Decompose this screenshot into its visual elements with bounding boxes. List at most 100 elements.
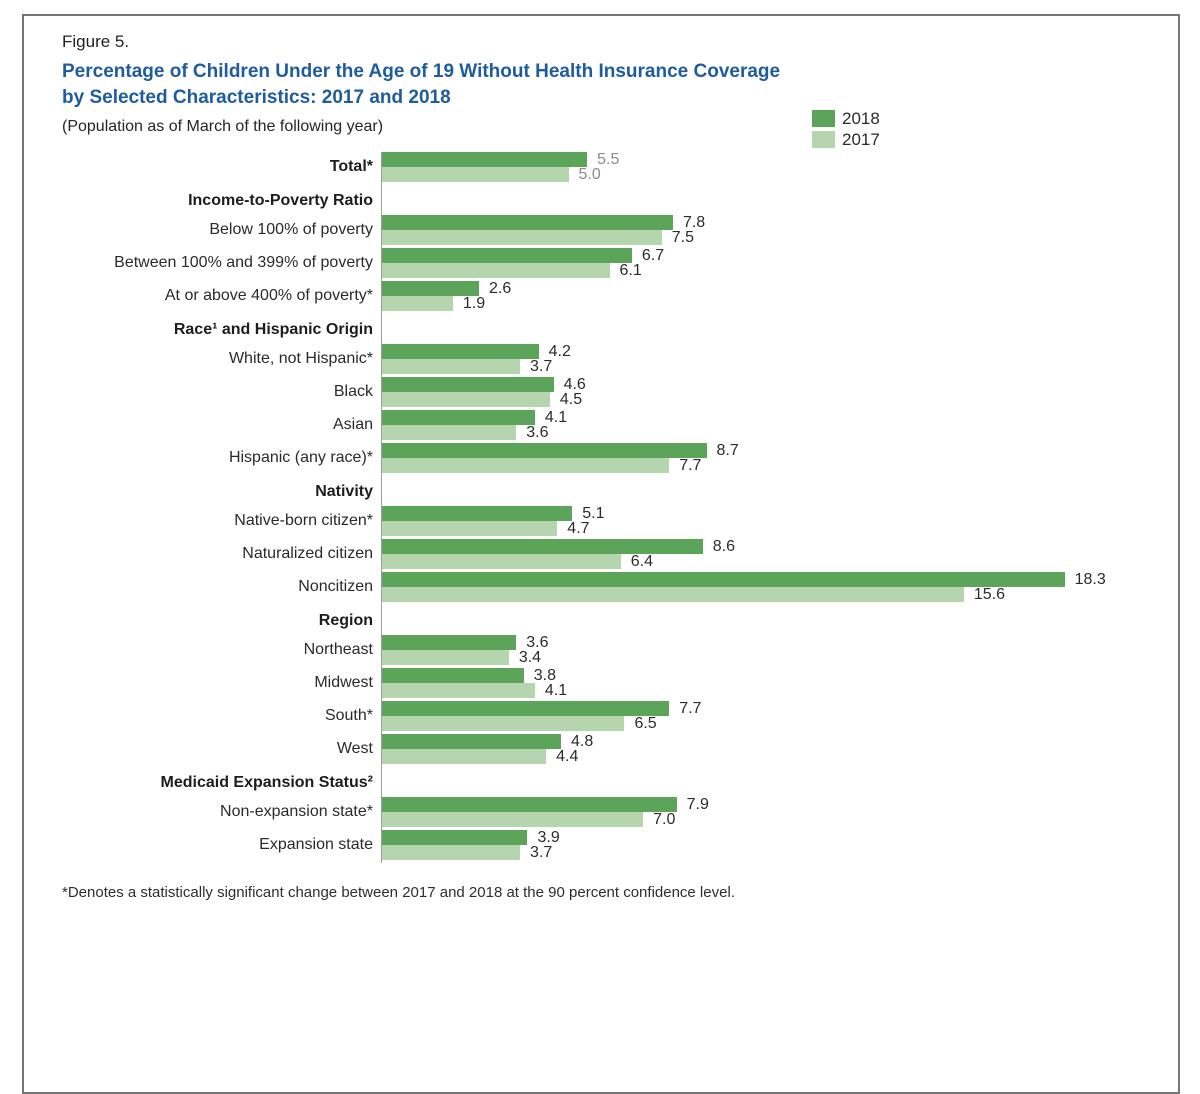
row-plot: 2.6 1.9 xyxy=(381,280,1178,312)
bar-value-2017: 3.4 xyxy=(518,649,542,666)
bar-line-2017: 4.4 xyxy=(382,749,1178,765)
bar-value-2017: 15.6 xyxy=(973,586,1006,603)
footnote: *Denotes a statistically significant cha… xyxy=(62,884,735,901)
bar-line-2018: 4.2 xyxy=(382,344,1178,360)
legend-swatch-2018 xyxy=(812,110,835,127)
row-label: South* xyxy=(324,707,373,724)
row-plot xyxy=(381,605,1178,635)
bar-line-2017: 6.1 xyxy=(382,262,1178,279)
bar-line-2017: 7.5 xyxy=(382,229,1178,246)
bar-2017 xyxy=(382,167,569,182)
row-label: Nativity xyxy=(315,483,373,500)
bar-line-2018: 5.5 xyxy=(382,151,1178,168)
row-label: Native-born citizen* xyxy=(234,512,373,529)
bar-line-2018: 8.6 xyxy=(382,539,1178,555)
bar-value-2018: 5.5 xyxy=(597,151,620,168)
bar-2017 xyxy=(382,554,621,569)
bar-line-2018: 18.3 xyxy=(382,571,1178,588)
row-plot: 8.6 6.4 xyxy=(381,539,1178,570)
bar-value-2018: 7.7 xyxy=(679,700,702,717)
bar-line-2018: 3.9 xyxy=(382,829,1178,846)
row-plot: 18.3 15.6 xyxy=(381,571,1178,603)
row-plot: 7.9 7.0 xyxy=(381,797,1178,828)
bar-line-2018: 3.8 xyxy=(382,667,1178,684)
legend-label-2017: 2017 xyxy=(842,129,880,149)
bar-2018 xyxy=(382,734,562,749)
bar-value-2017: 7.0 xyxy=(653,811,676,828)
row-plot: 7.8 7.5 xyxy=(381,214,1178,246)
bar-2018 xyxy=(382,797,677,812)
chart-row: Expansion state 3.9 3.7 xyxy=(24,830,1178,863)
bar-value-2017: 4.7 xyxy=(567,520,590,537)
figure-header: Figure 5. Percentage of Children Under t… xyxy=(62,32,780,136)
row-plot: 4.2 3.7 xyxy=(381,344,1178,375)
bar-value-2017: 6.1 xyxy=(619,262,642,279)
section-header-row: Income-to-Poverty Ratio xyxy=(24,185,1178,215)
chart-row: Naturalized citizen 8.6 6.4 xyxy=(24,539,1178,572)
bar-2017 xyxy=(382,749,547,764)
bar-2018 xyxy=(382,701,670,716)
row-plot: 3.8 4.1 xyxy=(381,667,1178,699)
chart-row: Asian 4.1 3.6 xyxy=(24,410,1178,443)
bar-line-2018: 3.6 xyxy=(382,635,1178,651)
row-plot xyxy=(381,767,1178,797)
bar-2018 xyxy=(382,539,703,554)
row-label: Below 100% of poverty xyxy=(209,221,373,238)
legend-item-2017: 2017 xyxy=(812,129,880,150)
bar-value-2018: 4.1 xyxy=(544,409,568,426)
bar-line-2018: 8.7 xyxy=(382,443,1178,459)
row-label: Hispanic (any race)* xyxy=(228,449,373,466)
bar-value-2018: 2.6 xyxy=(488,280,512,297)
chart-row: Northeast 3.6 3.4 xyxy=(24,635,1178,668)
bar-value-2017: 4.5 xyxy=(559,391,583,408)
bar-value-2018: 6.7 xyxy=(641,247,665,264)
bar-2018 xyxy=(382,410,535,425)
bar-2017 xyxy=(382,683,535,698)
chart-row: Native-born citizen* 5.1 4.7 xyxy=(24,506,1178,539)
bar-2018 xyxy=(382,248,632,263)
bar-2018 xyxy=(382,635,517,650)
row-label: Total* xyxy=(329,158,373,175)
row-label: White, not Hispanic* xyxy=(228,350,373,367)
chart-row: Between 100% and 399% of poverty 6.7 6.1 xyxy=(24,248,1178,281)
chart-row: Black 4.6 4.5 xyxy=(24,377,1178,410)
bar-2018 xyxy=(382,572,1065,587)
legend-label-2018: 2018 xyxy=(842,108,880,128)
bar-line-2017: 4.7 xyxy=(382,520,1178,537)
section-header-row: Race¹ and Hispanic Origin xyxy=(24,314,1178,344)
bar-line-2018: 4.8 xyxy=(382,734,1178,750)
bar-line-2018: 7.8 xyxy=(382,214,1178,231)
bar-value-2018: 3.8 xyxy=(533,667,556,684)
chart-row: Total* 5.5 5.0 xyxy=(24,152,1178,185)
bar-value-2017: 6.5 xyxy=(634,715,657,732)
row-label: Non-expansion state* xyxy=(220,803,373,820)
bar-line-2017: 3.7 xyxy=(382,358,1178,375)
bar-line-2017: 4.5 xyxy=(382,391,1178,408)
legend-item-2018: 2018 xyxy=(812,108,880,129)
figure-title-line2: by Selected Characteristics: 2017 and 20… xyxy=(62,87,451,108)
bar-value-2018: 18.3 xyxy=(1074,571,1106,588)
chart-row: White, not Hispanic* 4.2 3.7 xyxy=(24,344,1178,377)
bar-value-2017: 7.5 xyxy=(671,229,694,246)
bar-line-2017: 7.7 xyxy=(382,458,1178,474)
bar-value-2017: 3.7 xyxy=(530,358,553,375)
row-label: Expansion state xyxy=(259,836,373,853)
section-header-row: Medicaid Expansion Status² xyxy=(24,767,1178,797)
row-label: Asian xyxy=(332,416,373,433)
row-plot xyxy=(381,185,1178,215)
row-label: Noncitizen xyxy=(298,578,373,595)
bar-2018 xyxy=(382,443,707,458)
row-label: Midwest xyxy=(314,674,373,691)
row-label: Income-to-Poverty Ratio xyxy=(188,192,373,209)
bar-value-2018: 4.6 xyxy=(563,376,586,393)
row-label: Region xyxy=(318,612,373,629)
bar-value-2018: 7.8 xyxy=(682,214,706,231)
bar-value-2017: 5.0 xyxy=(578,166,601,183)
bar-2018 xyxy=(382,344,539,359)
row-plot: 3.6 3.4 xyxy=(381,635,1178,666)
bar-2017 xyxy=(382,230,662,245)
bar-value-2018: 3.9 xyxy=(537,829,560,846)
chart-row: At or above 400% of poverty* 2.6 1.9 xyxy=(24,281,1178,314)
bar-value-2017: 1.9 xyxy=(462,295,486,312)
row-label: Race¹ and Hispanic Origin xyxy=(173,321,373,338)
